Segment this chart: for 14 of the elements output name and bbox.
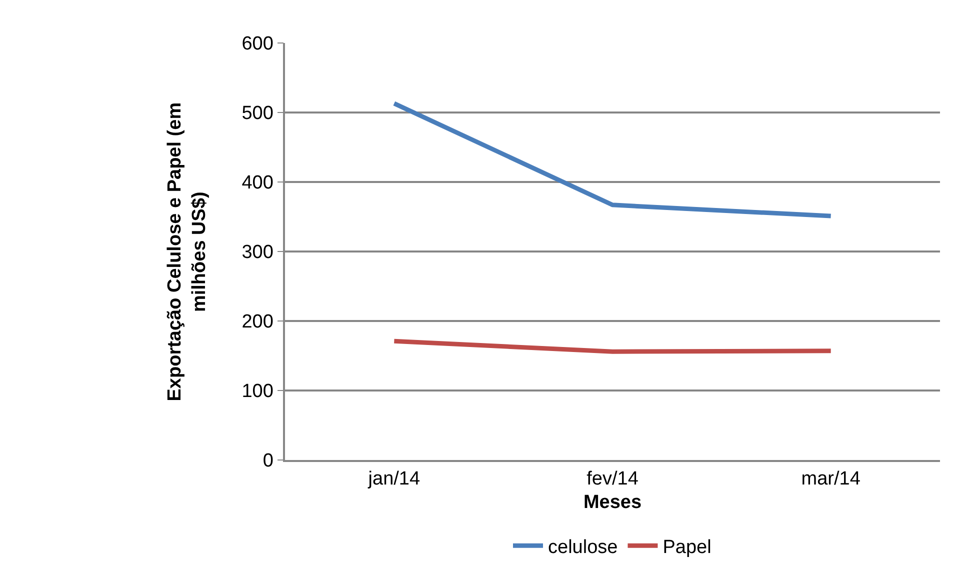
x-tick-label: mar/14 — [801, 468, 861, 490]
y-tick-label: 0 — [262, 450, 274, 472]
x-axis-title: Meses — [583, 492, 642, 513]
x-tick-label: fev/14 — [586, 468, 639, 490]
y-tick-label: 600 — [242, 34, 274, 55]
legend-label: celulose — [548, 536, 618, 558]
y-tick-label: 100 — [242, 381, 274, 402]
legend-label: Papel — [662, 536, 712, 558]
y-tick-label: 500 — [242, 103, 274, 124]
y-tick-label: 300 — [242, 242, 274, 264]
y-tick-label: 200 — [242, 312, 274, 333]
y-tick-label: 400 — [242, 172, 274, 194]
x-tick-label: jan/14 — [367, 468, 420, 490]
y-axis-title: Exportação Celulose e Papel (em milhões US$) — [164, 102, 210, 402]
